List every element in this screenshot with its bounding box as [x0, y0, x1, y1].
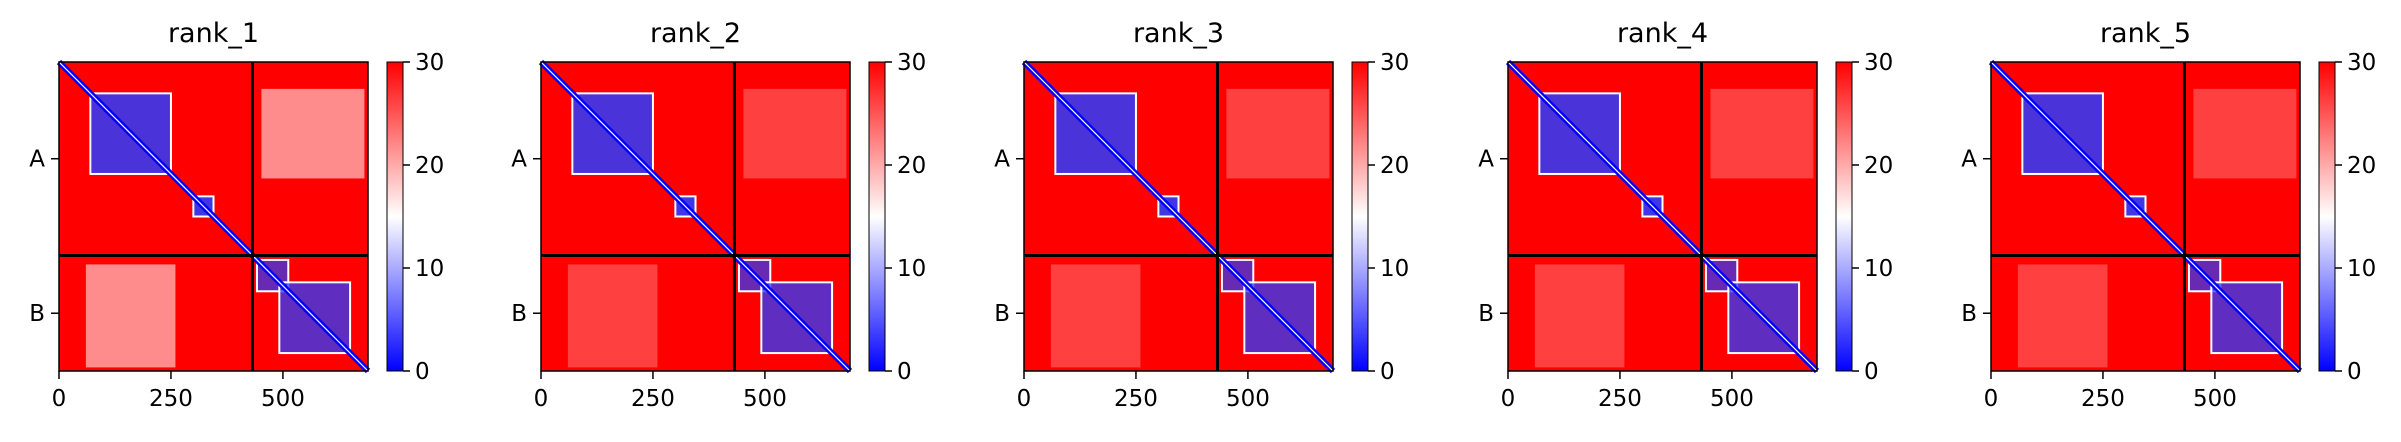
panel-title: rank_1	[168, 18, 259, 49]
colorbar-tick-label: 30	[1864, 50, 1893, 76]
x-tick-label: 0	[1501, 386, 1516, 412]
colorbar-tick-label: 0	[897, 359, 912, 385]
colorbar	[1351, 61, 1369, 372]
colorbar-tick-label: 20	[897, 153, 926, 179]
panel-title: rank_2	[650, 18, 741, 49]
heatmap-interchain	[2193, 88, 2297, 179]
x-tick-label: 250	[631, 386, 675, 412]
heatmap-interchain	[567, 264, 658, 368]
heatmap-interchain	[1534, 264, 1625, 368]
colorbar-tick-label: 20	[415, 153, 444, 179]
colorbar	[1835, 61, 1853, 372]
colorbar	[386, 61, 404, 372]
x-tick-label: 500	[1226, 386, 1270, 412]
colorbar-tick-label: 10	[1380, 256, 1409, 282]
panel-rank_2: rank_2 0 250 500 A B 0 10 20 30	[511, 18, 926, 412]
panel-rank_5: rank_5 0 250 500 A B 0 10 20 30	[1961, 18, 2376, 412]
y-tick-label: B	[29, 301, 45, 327]
panel-title: rank_4	[1617, 18, 1708, 49]
colorbar-tick-label: 30	[2347, 50, 2376, 76]
x-tick-label: 250	[149, 386, 193, 412]
heatmap-interchain	[2017, 264, 2108, 368]
y-tick-label: B	[511, 301, 527, 327]
y-tick-label: B	[1961, 301, 1977, 327]
heatmap-interchain	[1050, 264, 1141, 368]
heatmap-interchain	[85, 264, 176, 368]
panel-frame	[540, 61, 851, 372]
colorbar-tick-label: 20	[1864, 153, 1893, 179]
y-tick-label: A	[1478, 147, 1494, 173]
heatmap-diagonal-highlight	[1023, 61, 1334, 372]
panel-frame	[1507, 61, 1818, 372]
y-tick-label: A	[994, 147, 1010, 173]
colorbar-tick-label: 0	[2347, 359, 2362, 385]
heatmap-diagonal-highlight	[58, 61, 369, 372]
colorbar-tick-label: 0	[1864, 359, 1879, 385]
heatmap-diagonal-highlight	[1990, 61, 2301, 372]
colorbar	[868, 61, 886, 372]
colorbar-tick-label: 0	[1380, 359, 1395, 385]
panel-rank_4: rank_4 0 250 500 A B 0 10 20 30	[1478, 18, 1893, 412]
panel-rank_1: rank_1 0 250 500 A B 0 10 20 30	[29, 18, 444, 412]
heatmap-interchain	[1710, 88, 1814, 179]
colorbar-tick-label: 30	[415, 50, 444, 76]
x-tick-label: 500	[743, 386, 787, 412]
colorbar-tick-label: 10	[2347, 256, 2376, 282]
heatmap-interchain	[1226, 88, 1330, 179]
x-tick-label: 0	[534, 386, 549, 412]
colorbar-tick-label: 20	[1380, 153, 1409, 179]
colorbar-tick-label: 0	[415, 359, 430, 385]
panel-frame	[58, 61, 369, 372]
panel-rank_3: rank_3 0 250 500 A B 0 10 20 30	[994, 18, 1409, 412]
x-tick-label: 250	[1114, 386, 1158, 412]
x-tick-label: 500	[1710, 386, 1754, 412]
colorbar-tick-label: 20	[2347, 153, 2376, 179]
x-tick-label: 250	[1598, 386, 1642, 412]
colorbar-tick-label: 30	[897, 50, 926, 76]
y-tick-label: A	[29, 147, 45, 173]
y-tick-label: B	[994, 301, 1010, 327]
y-tick-label: B	[1478, 301, 1494, 327]
panel-title: rank_3	[1133, 18, 1224, 49]
heatmap-interchain	[261, 88, 365, 179]
panel-frame	[1990, 61, 2301, 372]
x-tick-label: 0	[1017, 386, 1032, 412]
panel-title: rank_5	[2100, 18, 2191, 49]
colorbar	[2318, 61, 2336, 372]
y-tick-label: A	[1961, 147, 1977, 173]
colorbar-tick-label: 30	[1380, 50, 1409, 76]
x-tick-label: 0	[52, 386, 67, 412]
heatmap-diagonal-highlight	[540, 61, 851, 372]
y-tick-label: A	[511, 147, 527, 173]
colorbar-tick-label: 10	[897, 256, 926, 282]
x-tick-label: 0	[1984, 386, 1999, 412]
x-tick-label: 500	[261, 386, 305, 412]
x-tick-label: 250	[2081, 386, 2125, 412]
heatmap-diagonal-highlight	[1507, 61, 1818, 372]
colorbar-tick-label: 10	[415, 256, 444, 282]
heatmap-interchain	[743, 88, 847, 179]
colorbar-tick-label: 10	[1864, 256, 1893, 282]
panel-frame	[1023, 61, 1334, 372]
x-tick-label: 500	[2193, 386, 2237, 412]
